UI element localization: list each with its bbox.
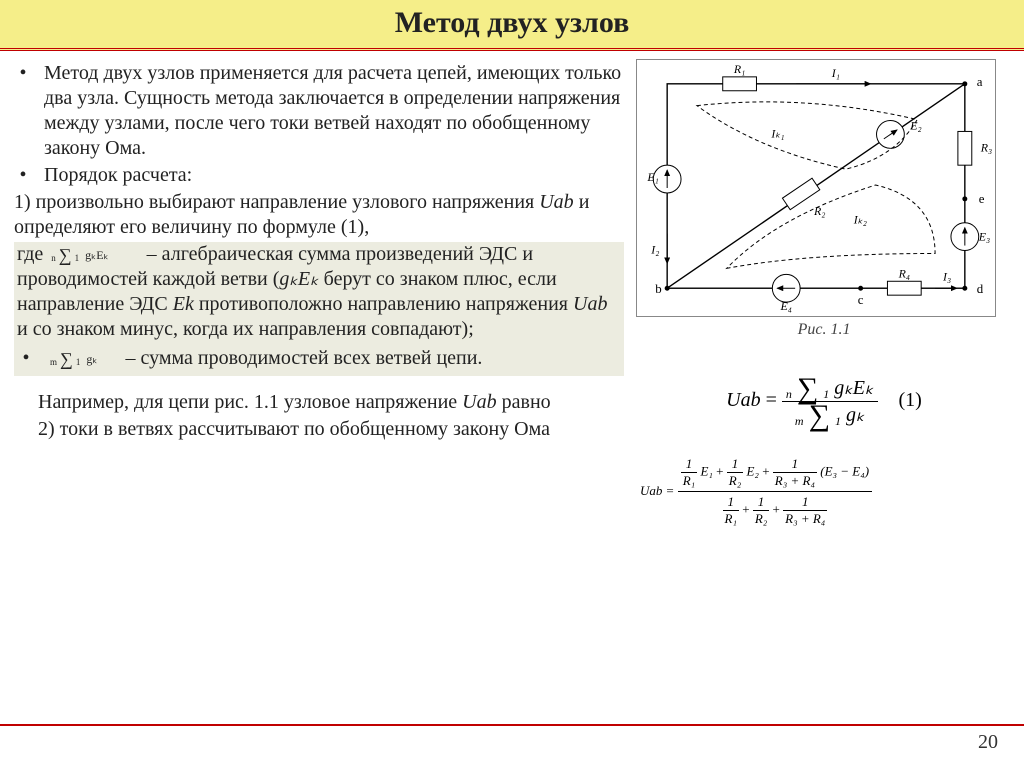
gray-explanation-box: где n ∑ 1 gₖEₖ – алгебраическая сумма пр… [14,242,624,376]
sigma-gkEk: n ∑ 1 [51,249,79,263]
svg-text:a: a [977,75,983,89]
svg-text:E₄: E₄ [780,299,792,313]
text-column: • Метод двух узлов применяется для расче… [14,61,624,444]
p6a: Например, для цепи рис. 1.1 узловое напр… [38,391,462,413]
figure-caption: Рис. 1.1 [636,321,1012,339]
svg-text:R₁: R₁ [733,62,745,76]
sigma-gk: m ∑ 1 [50,353,80,367]
svg-text:E₁: E₁ [646,170,658,184]
bullet-dot: • [14,163,32,188]
svg-text:I₃: I₃ [942,269,951,283]
formula-uab-expanded: Uab = 1R₁ E₁ + 1R₂ E₂ + 1R₃ + R₄ (E₃ − E… [636,454,1012,529]
svg-text:b: b [655,282,661,296]
svg-text:E₃: E₃ [978,230,990,244]
right-column: R₁ I₁ a b d c e [636,59,1012,529]
p5-text: – сумма проводимостей всех ветвей цепи. [125,347,482,369]
bullet-dot: • [14,61,32,161]
svg-text:c: c [858,293,864,307]
para-2-text: Порядок расчета: [44,163,624,188]
sigma-gk-term: gₖ [86,354,97,365]
p7-text: 2) токи в ветвях рассчитывают по обобщен… [38,418,550,440]
circuit-diagram: R₁ I₁ a b d c e [636,59,996,317]
p4-Ek: Ek [173,293,194,315]
p3a: 1) произвольно выбирают направление узло… [14,191,539,213]
p4-uab: Uab [573,293,607,315]
para-3: 1) произвольно выбирают направление узло… [14,190,624,240]
bullet-dot: • [17,346,35,371]
svg-text:E₂: E₂ [909,118,921,132]
para-7: 2) токи в ветвях рассчитывают по обобщен… [14,417,624,442]
f1-lhs: Uab [726,389,760,411]
p6-uab: Uab [462,391,496,413]
svg-text:Iₖ₂: Iₖ₂ [853,213,867,227]
p3-uab: Uab [539,191,573,213]
p5-wrap: m ∑ 1 gₖ – сумма проводимостей всех ветв… [47,346,621,371]
p4d: противоположно направлению напряжения [194,293,573,315]
svg-text:R₃: R₃ [980,140,992,154]
para-2: • Порядок расчета: [14,163,624,188]
para-1: • Метод двух узлов применяется для расче… [14,61,624,161]
para-4: где n ∑ 1 gₖEₖ – алгебраическая сумма пр… [17,242,621,342]
bottom-rule [0,724,1024,726]
title-band: Метод двух узлов [0,0,1024,51]
para-6: Например, для цепи рис. 1.1 узловое напр… [14,390,624,415]
p4e: и со знаком минус, когда их направления … [17,318,474,340]
svg-text:I₂: I₂ [650,242,659,256]
page-number: 20 [978,731,998,754]
formula-uab-1: Uab = n ∑ 1 gₖEₖ m ∑ 1 [636,375,1012,428]
svg-text:I₁: I₁ [831,66,840,80]
svg-text:R₄: R₄ [898,266,910,280]
p4a: где [17,243,48,265]
sigma-gkEk-term: gₖEₖ [85,250,109,261]
p6b: равно [497,391,551,413]
page-title: Метод двух узлов [0,6,1024,40]
f1-eqnum: (1) [899,389,922,411]
p4-gkEk: gₖEₖ [279,268,318,290]
svg-text:e: e [979,192,985,206]
svg-text:Iₖ₁: Iₖ₁ [770,126,784,140]
para-5: • m ∑ 1 gₖ – сумма проводимостей всех ве… [17,346,621,371]
svg-text:d: d [977,282,984,296]
para-1-text: Метод двух узлов применяется для расчета… [44,61,624,161]
